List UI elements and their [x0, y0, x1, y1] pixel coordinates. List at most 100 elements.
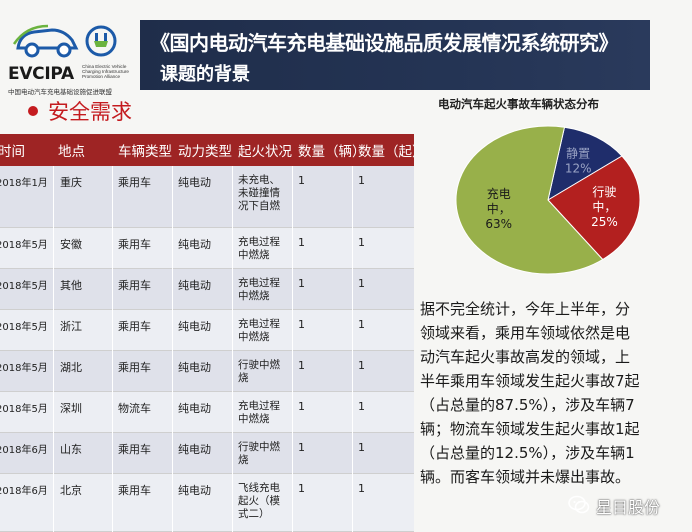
cell-vehicle-type: 乘用车: [118, 320, 151, 333]
chart-title: 电动汽车起火事故车辆状态分布: [438, 97, 599, 111]
table-row: 2018年5月 其他 乘用车 纯电动 充电过程中燃烧 1 1: [0, 269, 414, 310]
cell-fire-status: 充电过程中燃烧: [238, 400, 280, 425]
paragraph-line: 据不完全统计，今年上半年，分: [420, 300, 631, 318]
cell-fire-status: 充电过程中燃烧: [238, 277, 280, 302]
cell-qty-cases: 1: [358, 482, 365, 495]
cell-qty-cases: 1: [358, 174, 365, 187]
cell-qty-vehicles: 1: [298, 400, 305, 413]
cell-qty-cases: 1: [358, 400, 365, 413]
cell-power-type: 纯电动: [178, 279, 211, 292]
pie-label-1: 中，: [592, 199, 616, 214]
paragraph-line: （占总量的12.5%），涉及车辆1: [420, 444, 635, 462]
column-divider: [292, 166, 293, 532]
cell-time: 2018年5月: [0, 281, 48, 292]
header-time: 时间: [0, 144, 25, 160]
paragraph-line: 半年乘用车领域发生起火事故7起: [420, 372, 640, 390]
cell-place: 安徽: [60, 238, 82, 251]
logo-chinese-name: 中国电动汽车充电基础设施促进联盟: [8, 88, 112, 96]
pie-label-2: 中，: [487, 201, 511, 216]
cell-fire-status: 行驶中燃烧: [238, 441, 280, 466]
section-heading: 安全需求: [48, 100, 132, 124]
cell-qty-vehicles: 1: [298, 441, 305, 454]
cell-vehicle-type: 物流车: [118, 402, 151, 415]
summary-paragraph: 据不完全统计，今年上半年，分 领域来看，乘用车领域依然是电 动汽车起火事故高发的领域…: [420, 297, 668, 489]
cell-time: 2018年1月: [0, 178, 48, 189]
cell-power-type: 纯电动: [178, 402, 211, 415]
cell-vehicle-type: 乘用车: [118, 361, 151, 374]
cell-qty-vehicles: 1: [298, 277, 305, 290]
cell-qty-cases: 1: [358, 318, 365, 331]
cell-fire-status: 行驶中燃烧: [238, 359, 280, 384]
page-title: 《国内电动汽车充电基础设施品质发展情况系统研究》: [150, 31, 619, 55]
cell-vehicle-type: 乘用车: [118, 176, 151, 189]
cell-place: 其他: [60, 279, 82, 292]
table-header: 时间 地点 车辆类型 动力类型 起火状况 数量（辆） 数量（起）: [0, 134, 414, 166]
pie-slice-0: [547, 126, 623, 202]
header-power-type: 动力类型: [178, 144, 232, 160]
cell-power-type: 纯电动: [178, 320, 211, 333]
pie-label-1: 行驶: [592, 184, 616, 199]
cell-qty-cases: 1: [358, 359, 365, 372]
cell-time: 2018年5月: [0, 322, 48, 333]
pie-label-0: 静置: [566, 147, 590, 161]
column-divider: [232, 166, 233, 532]
table-row: 2018年1月 重庆 乘用车 纯电动 未充电、未碰撞情况下自燃 1 1: [0, 166, 414, 228]
title-banner: [140, 20, 650, 90]
cell-power-type: 纯电动: [178, 443, 211, 456]
column-divider: [352, 166, 353, 532]
cell-qty-vehicles: 1: [298, 359, 305, 372]
cell-qty-vehicles: 1: [298, 174, 305, 187]
cell-power-type: 纯电动: [178, 484, 211, 497]
logo-name: EVCIPA: [8, 64, 74, 84]
cell-qty-vehicles: 1: [298, 318, 305, 331]
cell-vehicle-type: 乘用车: [118, 443, 151, 456]
paragraph-line: 辆；物流车领域发生起火事故1起: [420, 420, 640, 438]
car-icon: [12, 24, 79, 58]
cell-place: 北京: [60, 484, 82, 497]
pie-slice-2: [455, 125, 604, 275]
header-qty-vehicles: 数量（辆）: [298, 144, 366, 160]
cell-fire-status: 充电过程中燃烧: [238, 318, 280, 343]
cell-power-type: 纯电动: [178, 176, 211, 189]
table-row: 2018年6月 北京 乘用车 纯电动 飞线充电起火（模式二） 1 1: [0, 474, 414, 532]
cell-qty-cases: 1: [358, 277, 365, 290]
cell-power-type: 纯电动: [178, 361, 211, 374]
plug-icon: [85, 25, 117, 57]
wechat-icon: [568, 495, 590, 514]
table-row: 2018年5月 安徽 乘用车 纯电动 充电过程中燃烧 1 1: [0, 228, 414, 269]
pie-label-2: 63%: [485, 217, 512, 231]
header-qty-cases: 数量（起）: [358, 144, 414, 160]
cell-place: 重庆: [60, 176, 82, 189]
cell-vehicle-type: 乘用车: [118, 484, 151, 497]
header-place: 地点: [58, 144, 85, 160]
column-divider: [112, 166, 113, 532]
table-row: 2018年5月 深圳 物流车 纯电动 充电过程中燃烧 1 1: [0, 392, 414, 433]
cell-fire-status: 飞线充电起火（模式二）: [238, 482, 280, 520]
paragraph-line: 领域来看，乘用车领域依然是电: [420, 324, 631, 342]
bullet-icon: [28, 106, 38, 116]
watermark: 星目股份: [568, 492, 688, 520]
cell-fire-status: 充电过程中燃烧: [238, 236, 280, 261]
pie-label-2: 充电: [487, 186, 511, 201]
cell-place: 深圳: [60, 402, 82, 415]
table-row: 2018年5月 湖北 乘用车 纯电动 行驶中燃烧 1 1: [0, 351, 414, 392]
page-subtitle: 课题的背景: [160, 64, 250, 85]
cell-qty-vehicles: 1: [298, 236, 305, 249]
cell-fire-status: 未充电、未碰撞情况下自燃: [238, 174, 280, 212]
pie-label-0: 12%: [565, 162, 592, 176]
evcipa-logo: EVCIPA China Electric Vehicle Charging I…: [4, 22, 136, 102]
paragraph-line: 动汽车起火事故高发的领域，上: [420, 348, 631, 366]
cell-time: 2018年5月: [0, 404, 48, 415]
header-vehicle-type: 车辆类型: [118, 144, 172, 160]
cell-qty-cases: 1: [358, 441, 365, 454]
watermark-text: 星目股份: [596, 498, 661, 517]
cell-place: 浙江: [60, 320, 82, 333]
column-divider: [53, 166, 54, 532]
cell-time: 2018年6月: [0, 486, 48, 497]
cell-time: 2018年6月: [0, 445, 48, 456]
cell-vehicle-type: 乘用车: [118, 279, 151, 292]
paragraph-line: 辆。而客车领域并未爆出事故。: [420, 468, 631, 486]
table-row: 2018年5月 浙江 乘用车 纯电动 充电过程中燃烧 1 1: [0, 310, 414, 351]
